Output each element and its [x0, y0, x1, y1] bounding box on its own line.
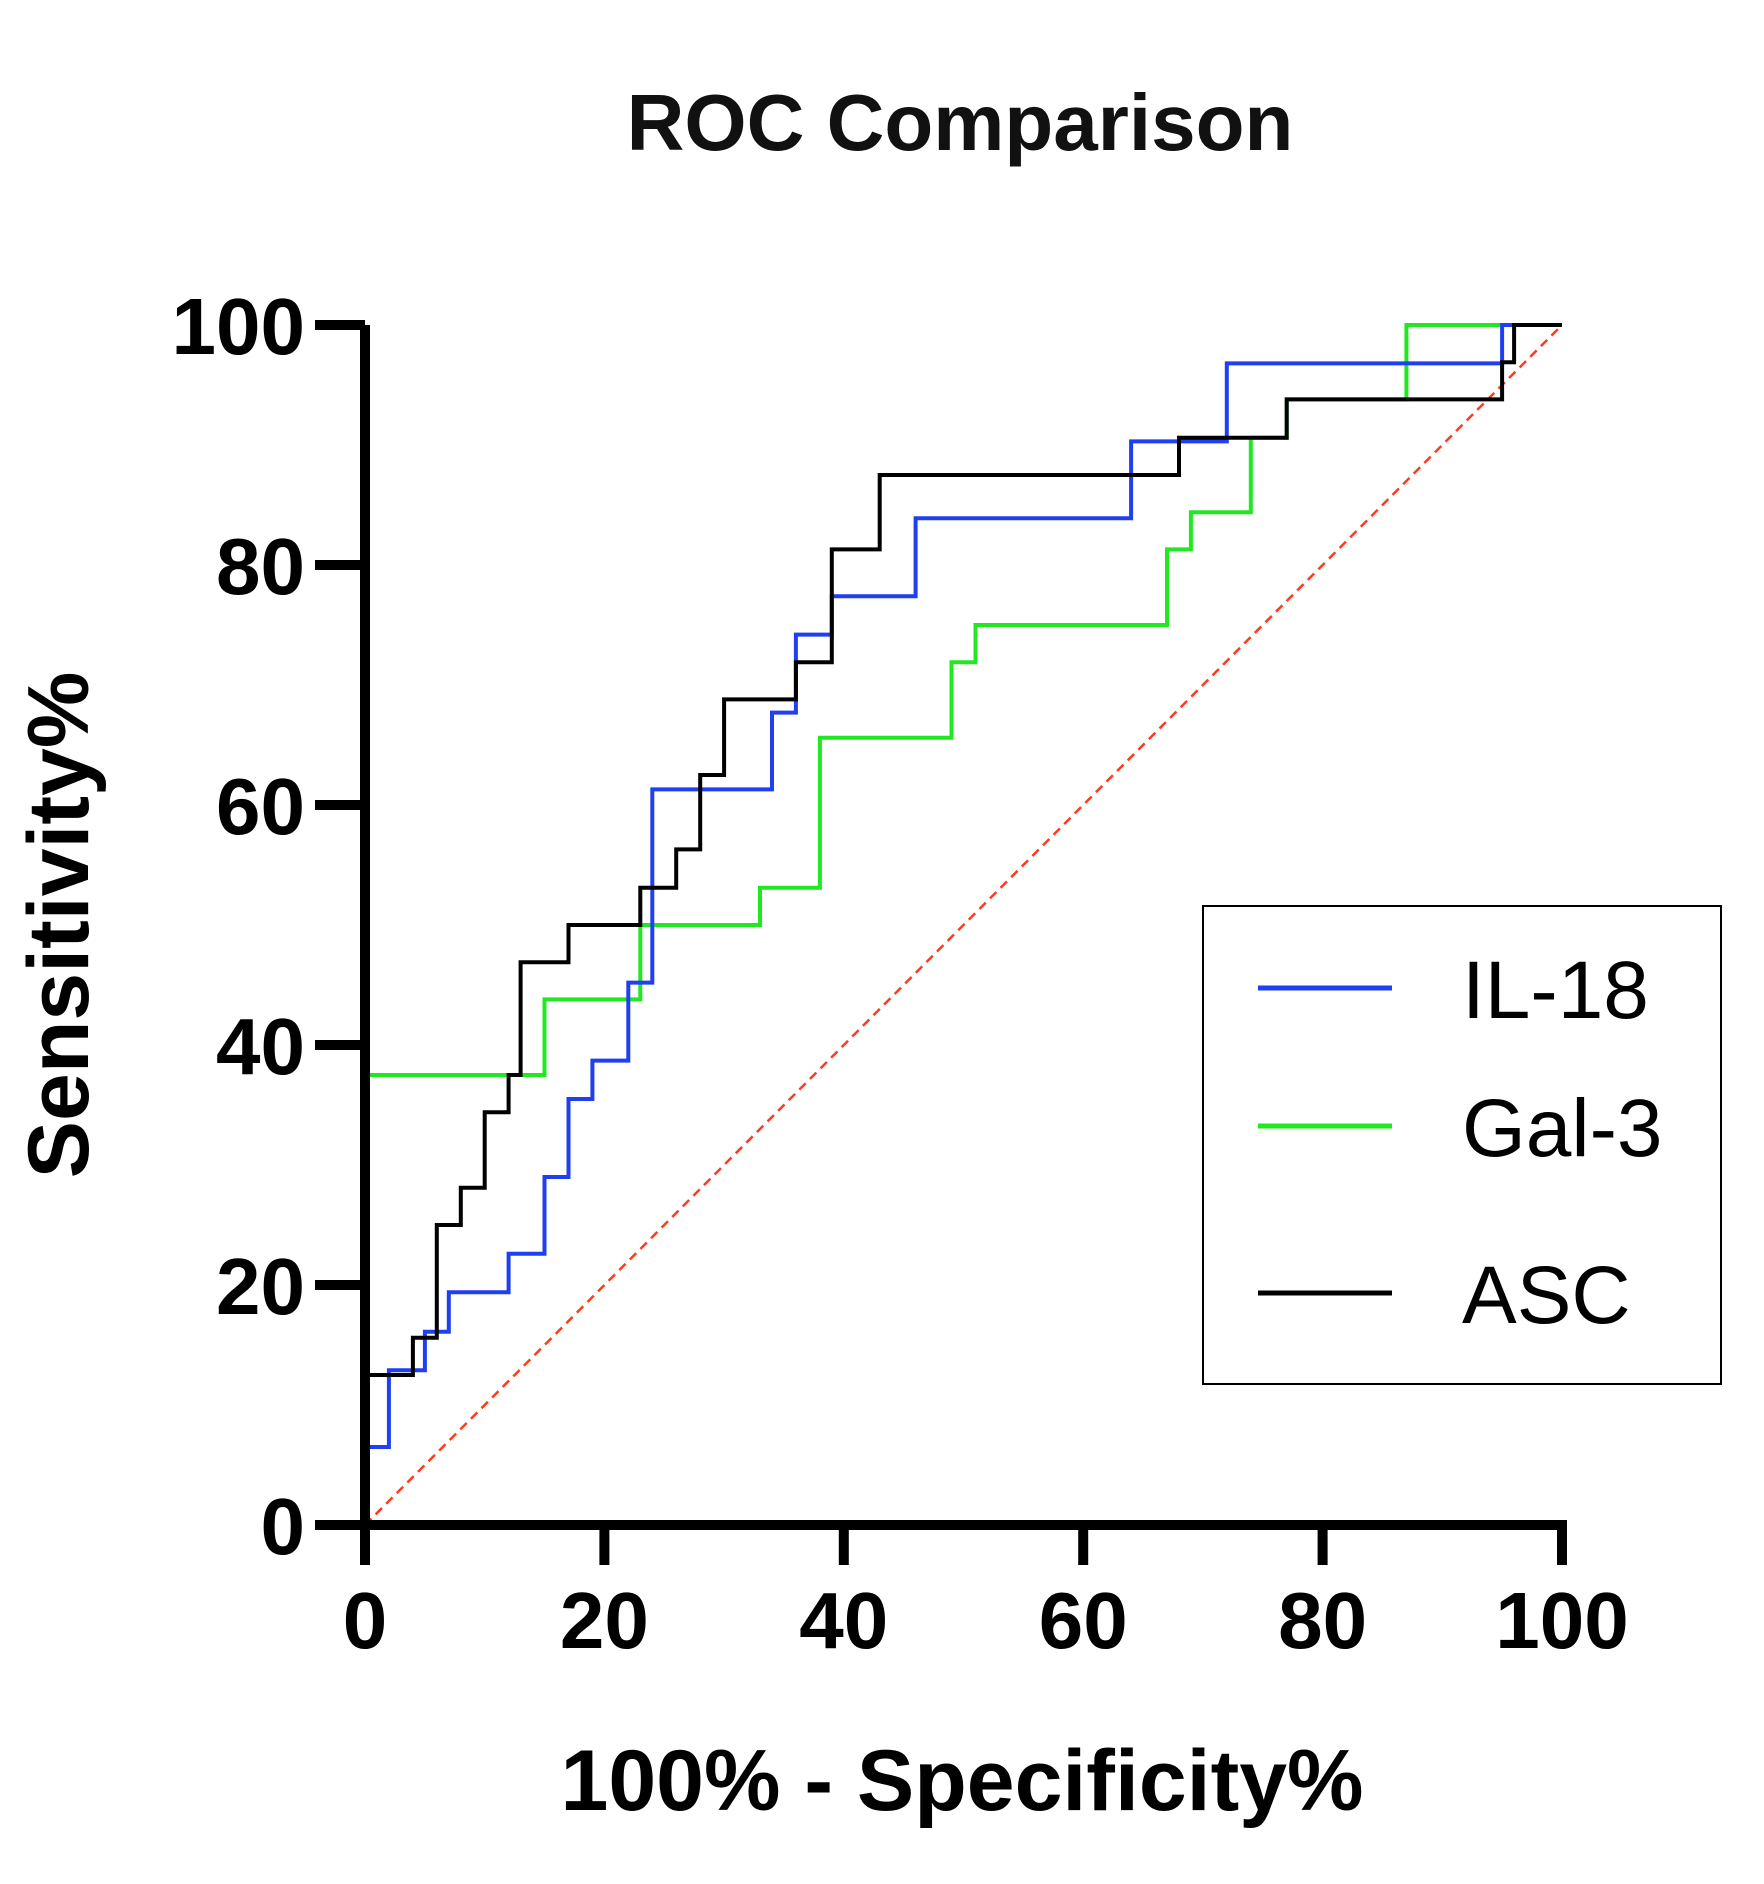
legend-label-gal-3: Gal-3: [1462, 1083, 1663, 1174]
y-tick-label: 0: [261, 1482, 306, 1571]
x-tick-label: 0: [343, 1576, 388, 1665]
y-tick-label: 20: [216, 1242, 305, 1331]
x-tick-label: 20: [560, 1576, 649, 1665]
x-tick-label: 60: [1039, 1576, 1128, 1665]
x-tick-label: 80: [1278, 1576, 1367, 1665]
y-tick-label: 100: [172, 282, 305, 371]
y-axis-label: Sensitivity%: [11, 672, 107, 1179]
x-axis-ticks: 0 20 40 60 80 100: [343, 1525, 1629, 1665]
legend-label-asc: ASC: [1462, 1250, 1631, 1341]
x-axis-label: 100% - Specificity%: [560, 1733, 1363, 1829]
axes: 0 20 40 60 80 100 0 20 40 60 80 100: [172, 282, 1629, 1665]
series-line-asc: [363, 323, 1562, 1525]
x-tick-label: 40: [799, 1576, 888, 1665]
plot-area: [363, 323, 1563, 1526]
reference-line: [364, 324, 1563, 1526]
series-layer: [363, 323, 1562, 1525]
x-tick-label: 100: [1495, 1576, 1628, 1665]
y-tick-label: 60: [216, 762, 305, 851]
legend-label-il-18: IL-18: [1462, 945, 1649, 1036]
series-line-il-18: [363, 323, 1562, 1525]
legend: IL-18 Gal-3 ASC: [1202, 905, 1722, 1385]
chart-title: ROC Comparison: [627, 78, 1294, 167]
y-tick-label: 80: [216, 522, 305, 611]
y-tick-label: 40: [216, 1002, 305, 1091]
y-axis-ticks: 0 20 40 60 80 100: [172, 282, 365, 1571]
